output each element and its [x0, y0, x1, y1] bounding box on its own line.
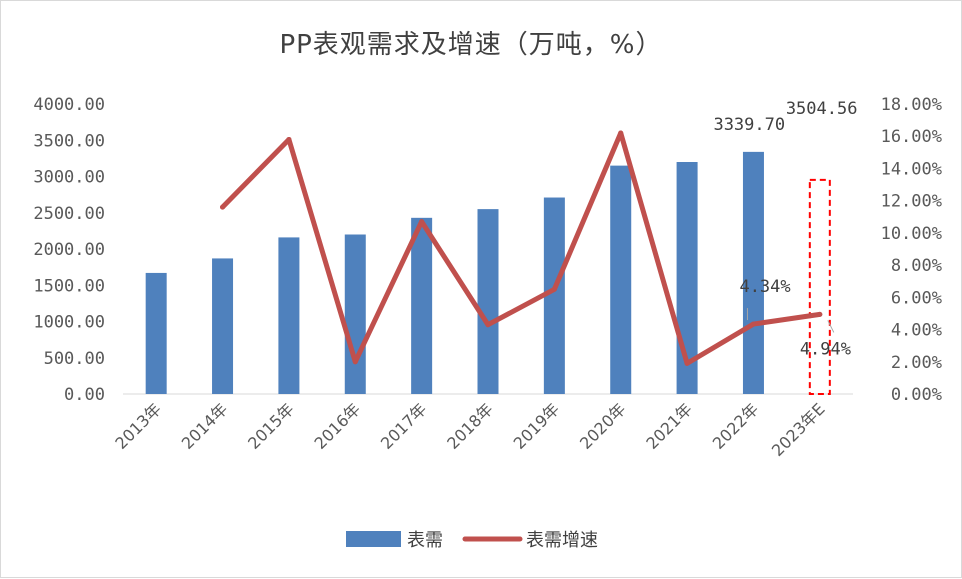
data-label: 4.34% [739, 277, 790, 297]
right-axis-tick-label: 14.00% [881, 159, 942, 179]
forecast-highlight-box [808, 178, 831, 395]
x-axis-tick-label: 2015年 [244, 399, 298, 453]
right-axis-tick-label: 12.00% [881, 192, 942, 212]
left-axis-tick-label: 0.00 [64, 385, 105, 405]
line-point [551, 286, 557, 292]
x-axis-tick-label: 2018年 [443, 399, 497, 453]
left-axis-tick-label: 2000.00 [33, 240, 105, 260]
left-axis-tick-label: 4000.00 [33, 95, 105, 115]
left-axis-tick-label: 500.00 [44, 349, 105, 369]
bar [411, 217, 433, 394]
left-axis-tick-label: 3500.00 [33, 131, 105, 151]
line-point [419, 219, 425, 225]
line-point [618, 130, 624, 136]
x-axis-tick-label: 2014年 [178, 399, 232, 453]
legend-label-line: 表需增速 [526, 530, 598, 551]
line-point [750, 321, 756, 327]
left-axis-tick-label: 3000.00 [33, 168, 105, 188]
bar [212, 258, 234, 394]
legend: 表需 表需增速 [346, 530, 598, 551]
data-label: 3339.70 [713, 115, 785, 135]
x-axis-tick-label: 2023年E [768, 399, 829, 460]
left-axis-tick-label: 1500.00 [33, 276, 105, 296]
right-axis-tick-label: 10.00% [881, 224, 942, 244]
data-label-leader [827, 320, 835, 333]
left-axis-tick-label: 2500.00 [33, 204, 105, 224]
bar [610, 165, 632, 394]
right-axis-tick-label: 2.00% [891, 353, 942, 373]
left-axis-tick-label: 1000.00 [33, 313, 105, 333]
bars-group [145, 151, 831, 395]
x-axis-tick-label: 2022年 [709, 399, 763, 453]
right-axis-tick-label: 16.00% [881, 127, 942, 147]
bar [543, 197, 565, 394]
line-group [220, 130, 823, 366]
right-axis-tick-label: 18.00% [881, 95, 942, 115]
data-label: 3504.56 [786, 99, 858, 119]
bar [742, 151, 764, 394]
chart-title: PP表观需求及增速（万吨，%） [279, 30, 662, 60]
legend-label-bar: 表需 [407, 530, 443, 551]
line-point [485, 322, 491, 328]
line-point [817, 311, 823, 317]
right-axis-tick-label: 8.00% [891, 256, 942, 276]
line-point [286, 136, 292, 142]
bar [477, 209, 499, 394]
x-axis-tick-label: 2020年 [576, 399, 630, 453]
x-axis-tick-label: 2021年 [642, 399, 696, 453]
right-axis-tick-label: 4.00% [891, 321, 942, 341]
right-axis-tick-label: 6.00% [891, 288, 942, 308]
x-axis-tick-label: 2016年 [311, 399, 365, 453]
bar [676, 162, 698, 394]
growth-line [220, 130, 823, 366]
legend-swatch-bar [346, 531, 401, 547]
x-axis-tick-label: 2013年 [111, 399, 165, 453]
x-axis-tick-label: 2017年 [377, 399, 431, 453]
bar [278, 237, 300, 394]
line-point [352, 359, 358, 365]
data-label: 4.94% [800, 339, 851, 359]
right-axis-tick-label: 0.00% [891, 385, 942, 405]
line-point [220, 204, 226, 210]
bar [344, 234, 366, 394]
line-point [684, 360, 690, 366]
x-axis-tick-label: 2019年 [510, 399, 564, 453]
bar [145, 272, 167, 394]
